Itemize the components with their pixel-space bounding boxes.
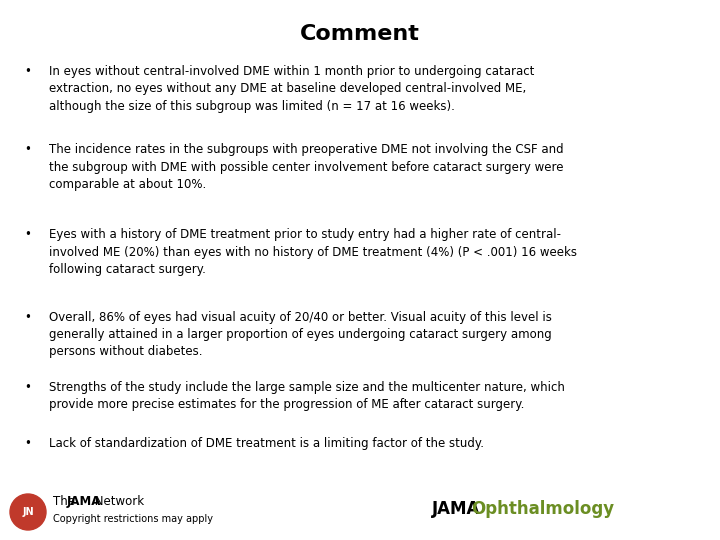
Text: •: • xyxy=(24,143,31,156)
Circle shape xyxy=(10,494,46,530)
Text: Network: Network xyxy=(91,495,144,508)
Text: •: • xyxy=(24,310,31,323)
Text: Ophthalmology: Ophthalmology xyxy=(472,500,615,518)
Text: The: The xyxy=(53,495,78,508)
Text: JAMA: JAMA xyxy=(432,500,480,518)
Text: Copyright restrictions may apply: Copyright restrictions may apply xyxy=(53,515,212,524)
Text: The incidence rates in the subgroups with preoperative DME not involving the CSF: The incidence rates in the subgroups wit… xyxy=(49,143,564,191)
Text: Strengths of the study include the large sample size and the multicenter nature,: Strengths of the study include the large… xyxy=(49,381,564,411)
Text: JAMA: JAMA xyxy=(67,495,102,508)
Text: JN: JN xyxy=(22,507,34,517)
Text: Comment: Comment xyxy=(300,24,420,44)
Text: Lack of standardization of DME treatment is a limiting factor of the study.: Lack of standardization of DME treatment… xyxy=(49,437,484,450)
Text: In eyes without central-involved DME within 1 month prior to undergoing cataract: In eyes without central-involved DME wit… xyxy=(49,65,534,113)
Text: •: • xyxy=(24,437,31,450)
Text: •: • xyxy=(24,228,31,241)
Text: •: • xyxy=(24,381,31,394)
Text: Eyes with a history of DME treatment prior to study entry had a higher rate of c: Eyes with a history of DME treatment pri… xyxy=(49,228,577,276)
Text: Overall, 86% of eyes had visual acuity of 20/40 or better. Visual acuity of this: Overall, 86% of eyes had visual acuity o… xyxy=(49,310,552,359)
Text: •: • xyxy=(24,65,31,78)
